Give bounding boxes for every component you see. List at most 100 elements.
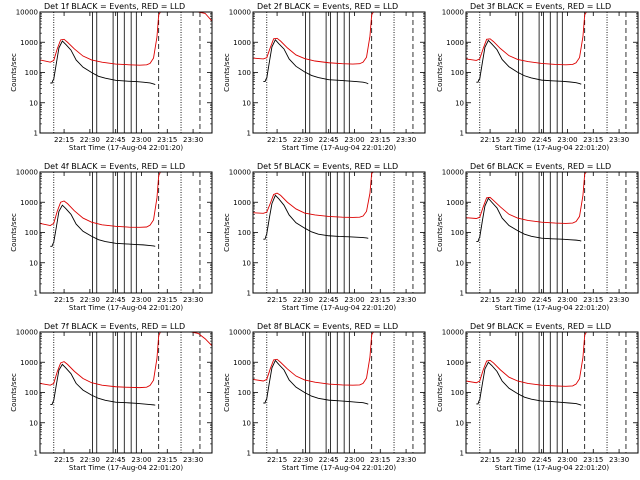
y-tick-label: 100: [238, 69, 251, 77]
x-tick-label: 22:45: [106, 456, 126, 464]
panel-title: Det 7f BLACK = Events, RED = LLD: [44, 322, 185, 331]
x-tick-label: 22:30: [80, 136, 100, 144]
x-axis-label: Start Time (17-Aug-04 22:01:20): [282, 464, 396, 472]
y-tick-label: 1: [34, 450, 38, 458]
detector-panel-4: Det 4f BLACK = Events, RED = LLD 1 10 100 10…: [10, 162, 213, 312]
y-tick-label: 1000: [446, 39, 464, 47]
x-tick-label: 22:30: [506, 136, 526, 144]
x-tick-label: 23:30: [396, 136, 416, 144]
y-tick-label: 1: [34, 290, 38, 298]
y-tick-label: 10: [455, 259, 464, 267]
x-tick-label: 22:15: [267, 296, 287, 304]
panel-title: Det 2f BLACK = Events, RED = LLD: [257, 2, 398, 11]
y-tick-label: 100: [238, 229, 251, 237]
series-line-lld: [253, 12, 374, 65]
x-tick-label: 22:45: [319, 136, 339, 144]
x-tick-label: 23:30: [183, 136, 203, 144]
y-tick-label: 1: [247, 290, 251, 298]
x-tick-label: 22:30: [506, 296, 526, 304]
series-line-events: [263, 359, 369, 405]
x-tick-label: 23:00: [344, 296, 364, 304]
series-line-lld: [40, 332, 212, 389]
x-tick-label: 23:15: [157, 136, 177, 144]
x-tick-label: 23:15: [157, 456, 177, 464]
x-tick-label: 22:45: [106, 296, 126, 304]
series-line-lld: [466, 172, 587, 224]
x-tick-label: 22:30: [293, 456, 313, 464]
y-tick-label: 10000: [16, 169, 38, 177]
y-tick-label: 10: [29, 259, 38, 267]
x-tick-label: 23:15: [583, 136, 603, 144]
x-tick-label: 22:15: [267, 456, 287, 464]
y-tick-label: 10000: [229, 9, 251, 17]
x-tick-label: 22:45: [532, 456, 552, 464]
x-tick-label: 22:15: [54, 296, 74, 304]
x-tick-label: 23:30: [396, 296, 416, 304]
x-tick-label: 23:30: [609, 456, 629, 464]
detector-panel-3: Det 3f BLACK = Events, RED = LLD 1 10 100 10…: [436, 2, 639, 152]
panel-title: Det 4f BLACK = Events, RED = LLD: [44, 162, 185, 171]
y-axis-label: Counts/sec: [10, 373, 18, 412]
panel-frame: [252, 11, 426, 134]
x-tick-label: 22:30: [293, 296, 313, 304]
y-tick-label: 1000: [20, 199, 38, 207]
x-tick-label: 23:00: [344, 456, 364, 464]
y-tick-label: 10000: [16, 329, 38, 337]
series-line-events: [50, 363, 156, 406]
x-tick-label: 22:45: [106, 136, 126, 144]
y-tick-label: 1000: [20, 39, 38, 47]
x-tick-label: 22:45: [532, 136, 552, 144]
panel-frame: [39, 171, 213, 294]
y-tick-label: 10: [242, 419, 251, 427]
x-tick-label: 22:15: [54, 136, 74, 144]
y-tick-label: 10000: [16, 9, 38, 17]
y-tick-label: 100: [451, 69, 464, 77]
series-line-events: [263, 194, 369, 240]
y-tick-label: 1000: [233, 39, 251, 47]
y-tick-label: 1000: [233, 199, 251, 207]
y-tick-label: 1: [247, 450, 251, 458]
x-tick-label: 23:00: [131, 456, 151, 464]
detector-panel-6: Det 6f BLACK = Events, RED = LLD 1 10 100 10…: [436, 162, 639, 312]
y-tick-label: 10000: [442, 169, 464, 177]
y-tick-label: 1: [460, 130, 464, 138]
detector-panel-8: Det 8f BLACK = Events, RED = LLD 1 10 100 10…: [223, 322, 426, 472]
panel-frame: [252, 171, 426, 294]
x-tick-label: 22:15: [480, 456, 500, 464]
panel-title: Det 9f BLACK = Events, RED = LLD: [470, 322, 611, 331]
x-tick-label: 22:30: [293, 136, 313, 144]
x-axis-label: Start Time (17-Aug-04 22:01:20): [69, 144, 183, 152]
series-line-events: [50, 40, 156, 85]
series-line-events: [476, 197, 582, 243]
x-tick-label: 23:00: [344, 136, 364, 144]
y-tick-label: 100: [25, 389, 38, 397]
detector-panel-1: Det 1f BLACK = Events, RED = LLD 1 10 100 10…: [10, 2, 213, 152]
x-tick-label: 23:15: [583, 296, 603, 304]
x-axis-label: Start Time (17-Aug-04 22:01:20): [495, 144, 609, 152]
x-tick-label: 23:15: [157, 296, 177, 304]
y-axis-label: Counts/sec: [223, 373, 231, 412]
x-tick-label: 22:30: [80, 296, 100, 304]
x-tick-label: 23:30: [609, 136, 629, 144]
y-tick-label: 10: [242, 259, 251, 267]
y-tick-label: 10: [242, 99, 251, 107]
detector-panel-9: Det 9f BLACK = Events, RED = LLD 1 10 100 10…: [436, 322, 639, 472]
y-axis-label: Counts/sec: [436, 213, 444, 252]
y-axis-label: Counts/sec: [436, 373, 444, 412]
x-axis-label: Start Time (17-Aug-04 22:01:20): [69, 464, 183, 472]
y-tick-label: 10: [29, 99, 38, 107]
x-tick-label: 23:30: [183, 456, 203, 464]
detector-panel-7: Det 7f BLACK = Events, RED = LLD 1 10 100 10…: [10, 322, 213, 472]
x-tick-label: 23:00: [131, 296, 151, 304]
y-axis-label: Counts/sec: [223, 213, 231, 252]
x-tick-label: 23:30: [396, 456, 416, 464]
x-tick-label: 23:30: [183, 296, 203, 304]
series-line-lld: [466, 12, 587, 66]
y-tick-label: 10: [455, 419, 464, 427]
y-tick-label: 10000: [442, 9, 464, 17]
x-tick-label: 22:15: [480, 136, 500, 144]
y-tick-label: 1000: [446, 359, 464, 367]
y-tick-label: 10000: [442, 329, 464, 337]
y-tick-label: 10000: [229, 329, 251, 337]
